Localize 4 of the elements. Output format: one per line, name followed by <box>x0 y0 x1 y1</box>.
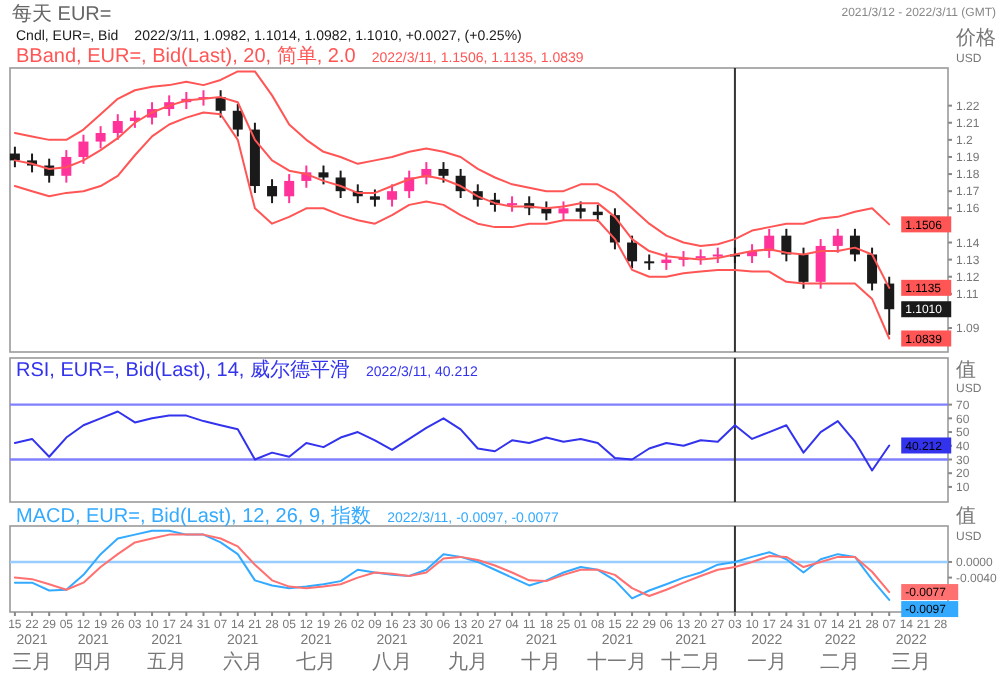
text: RSI, EUR=, Bid(Last), 14, 威尔德平滑 <box>16 358 350 382</box>
series-label: BBand, EUR=, Bid(Last), 20, 简单, 2.0 <box>16 44 357 68</box>
series-label: MACD, EUR=, Bid(Last), 12, 26, 9, 指数 <box>16 504 372 528</box>
chart-title: 每天 EUR= <box>12 2 112 26</box>
